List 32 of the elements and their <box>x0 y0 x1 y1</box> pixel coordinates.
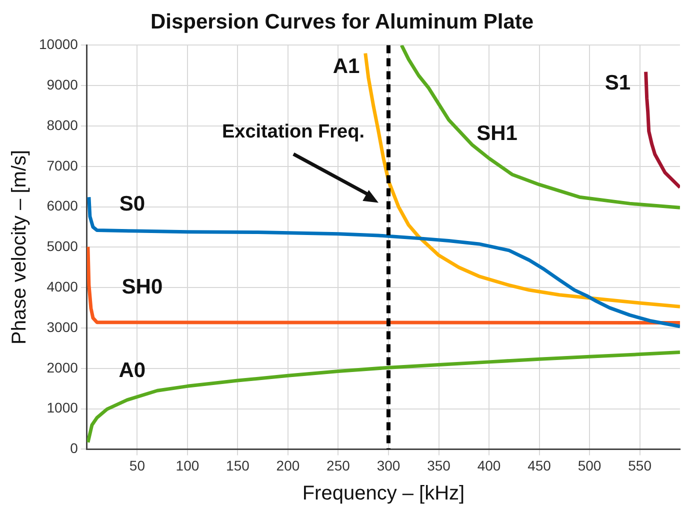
x-tick-label: 200 <box>276 457 300 474</box>
x-tick-label: 500 <box>578 457 602 474</box>
x-axis-title: Frequency – [kHz] <box>302 482 465 505</box>
series-label: S0 <box>119 192 146 216</box>
series-label: A0 <box>118 359 146 382</box>
series-label: S1 <box>604 71 631 94</box>
x-tick-label: 450 <box>528 457 552 474</box>
y-tick-label: 10000 <box>38 36 78 52</box>
y-tick-label: 9000 <box>46 76 78 92</box>
series-label: SH0 <box>122 275 163 298</box>
x-tick-label: 100 <box>176 457 200 474</box>
x-tick-label: 150 <box>226 457 250 474</box>
y-tick-label: 3000 <box>46 318 78 335</box>
series-label: A1 <box>332 55 360 78</box>
x-tick-label: 300 <box>376 457 400 474</box>
x-tick-label: 350 <box>427 457 451 474</box>
y-tick-label: 2000 <box>46 359 78 376</box>
y-tick-label: 4000 <box>46 278 78 294</box>
ref-line-label: Excitation Freq. <box>222 121 364 142</box>
y-tick-label: 1000 <box>46 400 78 416</box>
y-tick-label: 5000 <box>46 238 78 254</box>
y-axis-title: Phase velocity – [m/s] <box>8 150 31 344</box>
x-tick-label: 400 <box>477 457 501 474</box>
chart-title: Dispersion Curves for Aluminum Plate <box>150 10 534 34</box>
y-tick-label: 7000 <box>46 157 78 174</box>
y-tick-label: 6000 <box>46 198 78 214</box>
x-tick-label: 250 <box>326 457 350 474</box>
y-tick-label: 8000 <box>46 116 78 133</box>
series-label: SH1 <box>476 122 518 145</box>
x-tick-label: 50 <box>129 457 146 474</box>
x-tick-label: 550 <box>628 457 652 474</box>
y-tick-label: 0 <box>70 440 78 456</box>
